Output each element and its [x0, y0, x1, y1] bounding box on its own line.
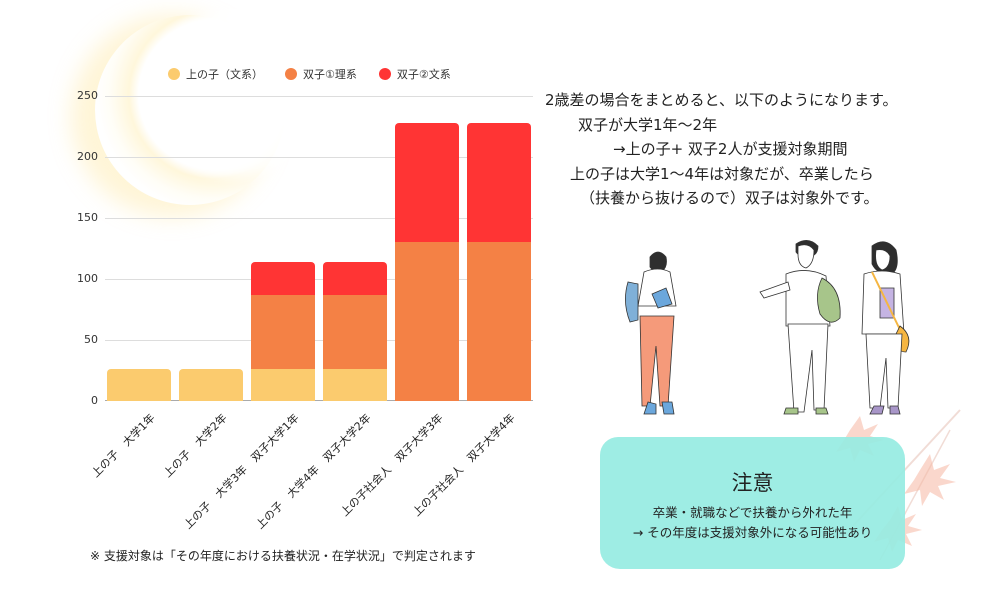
summary-line: 2歳差の場合をまとめると、以下のようになります。 [545, 91, 898, 109]
y-tick-label: 0 [91, 394, 98, 407]
legend-dot-icon [378, 68, 391, 80]
stacked-bar [323, 261, 387, 401]
students-illustration [625, 240, 910, 415]
stacked-bar [467, 122, 531, 401]
stacked-bar [395, 122, 459, 401]
summary-line: 上の子は大学1〜4年は対象だが、卒業したら [570, 164, 874, 183]
gridline [105, 279, 533, 280]
caution-box: 注意 卒業・就職などで扶養から外れた年 → その年度は支援対象外になる可能性あり [600, 437, 905, 569]
stacked-bar [179, 369, 243, 401]
bar-segment [323, 294, 387, 370]
legend-label: 上の子（文系） [186, 68, 263, 81]
gridline [105, 96, 533, 97]
legend-item-twin1: 双子①理系 [285, 66, 357, 82]
legend-item-older-child: 上の子（文系） [168, 66, 263, 82]
gridline [105, 157, 533, 158]
y-tick-label: 150 [77, 211, 98, 224]
summary-line: 双子が大学1年〜2年 [578, 115, 718, 134]
gridline [105, 218, 533, 219]
bar-segment [395, 122, 459, 243]
summary-line: （扶養から抜けるので）双子は対象外です。 [580, 189, 879, 207]
bar-segment [251, 369, 315, 401]
bar-segment [107, 369, 171, 401]
bar-segment [467, 122, 531, 243]
footnote: ※ 支援対象は「その年度における扶養状況・在学状況」で判定されます [90, 549, 476, 563]
legend-dot-icon [285, 68, 297, 80]
summary-line: →上の子+ 双子2人が支援対象期間 [613, 140, 848, 158]
legend-dot-icon [168, 68, 180, 80]
y-tick-label: 250 [77, 89, 98, 102]
bar-segment [323, 369, 387, 401]
y-tick-label: 200 [77, 150, 98, 163]
legend-item-twin2: 双子②文系 [378, 66, 451, 82]
bar-segment [467, 242, 531, 401]
bar-segment [251, 261, 315, 295]
bar-segment [251, 294, 315, 370]
student-girl-icon [625, 251, 677, 415]
caution-line: 卒業・就職などで扶養から外れた年 [652, 505, 853, 520]
student-boy-icon [759, 240, 841, 415]
x-axis-line [105, 400, 533, 401]
chart-legend: 上の子（文系） 双子①理系 双子②文系 [168, 66, 451, 82]
x-tick-label: 上の子 大学4年 双子大学2年 [253, 411, 374, 532]
stacked-bar [251, 261, 315, 401]
caution-line: → その年度は支援対象外になる可能性あり [632, 525, 873, 540]
y-tick-label: 100 [77, 272, 98, 285]
x-tick-label: 上の子 大学3年 双子大学1年 [181, 411, 302, 532]
caution-body: 卒業・就職などで扶養から外れた年 → その年度は支援対象外になる可能性あり [600, 503, 905, 543]
bar-segment [395, 242, 459, 401]
moon-decoration-cutout [150, 8, 320, 178]
gridline [105, 340, 533, 341]
bar-segment [179, 369, 243, 401]
y-tick-label: 50 [84, 333, 98, 346]
stacked-bar-chart [105, 96, 533, 401]
stacked-bar [107, 369, 171, 401]
summary-text: 2歳差の場合をまとめると、以下のようになります。 双子が大学1年〜2年 →上の子… [540, 88, 950, 211]
x-tick-label: 上の子 大学1年 [89, 411, 158, 481]
student-girl-2-icon [861, 241, 910, 415]
caution-title: 注意 [731, 471, 774, 495]
legend-label: 双子①理系 [303, 68, 357, 81]
bar-segment [323, 261, 387, 295]
legend-label: 双子②文系 [396, 68, 451, 81]
x-tick-label: 上の子 大学2年 [161, 411, 230, 481]
